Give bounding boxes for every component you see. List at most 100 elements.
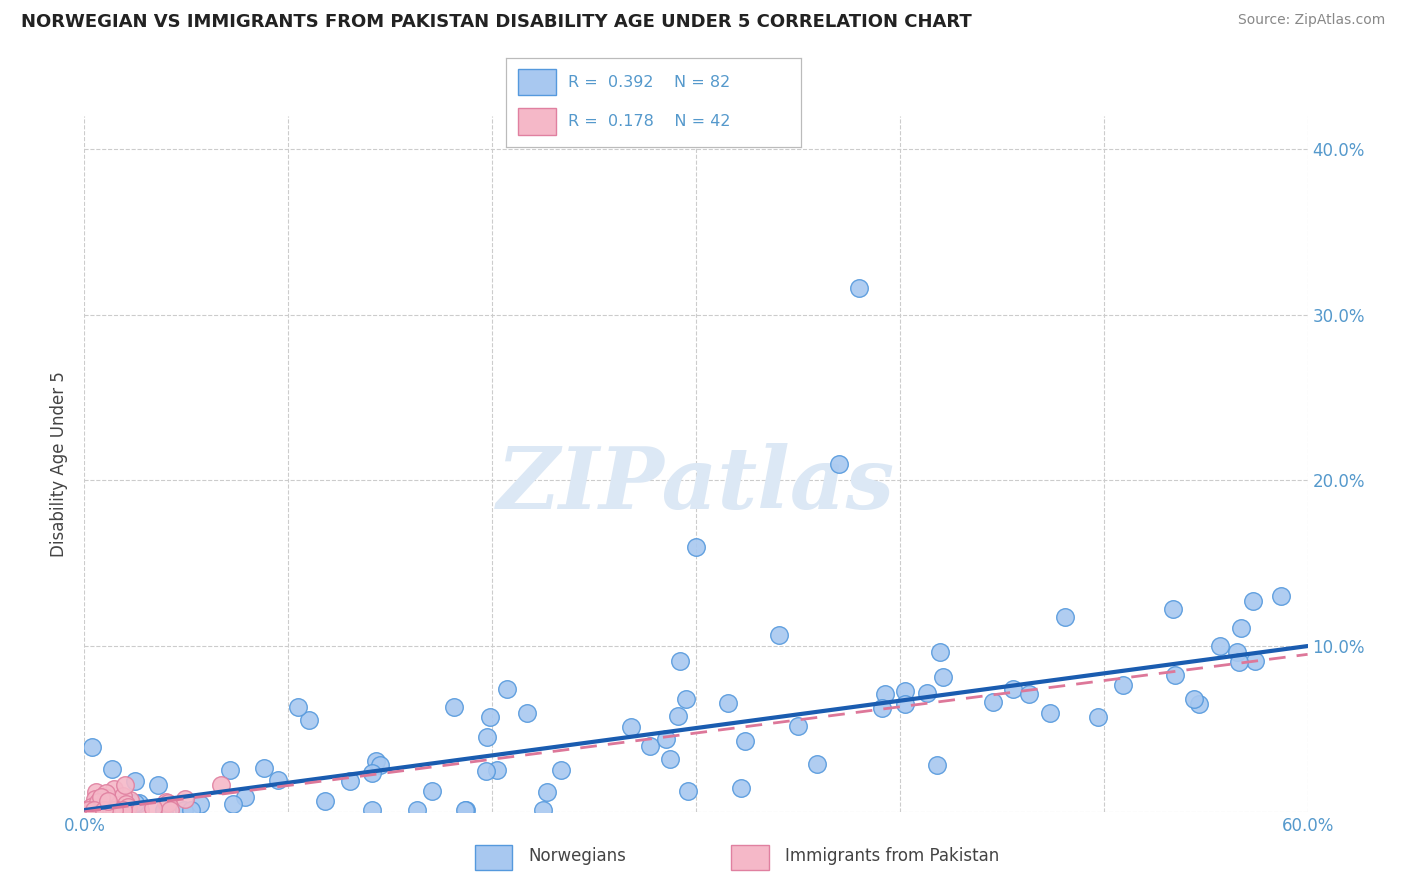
Point — [155, 796, 177, 810]
Point — [1208, 639, 1230, 653]
FancyBboxPatch shape — [517, 69, 557, 95]
Point — [79, 800, 101, 814]
Point — [117, 799, 139, 814]
Text: ZIPatlas: ZIPatlas — [496, 443, 896, 526]
Point — [209, 778, 232, 792]
Point — [159, 803, 181, 817]
Point — [128, 796, 150, 810]
Point — [124, 774, 146, 789]
Point — [1111, 678, 1133, 692]
Point — [658, 752, 681, 766]
Point — [180, 803, 202, 817]
Point — [454, 803, 477, 817]
Point — [253, 761, 276, 775]
Point — [94, 803, 117, 817]
FancyBboxPatch shape — [475, 846, 512, 870]
Point — [222, 797, 245, 812]
Point — [124, 797, 146, 811]
FancyBboxPatch shape — [517, 108, 557, 135]
Text: Immigrants from Pakistan: Immigrants from Pakistan — [785, 847, 998, 865]
Point — [893, 684, 915, 698]
Point — [1018, 687, 1040, 701]
Point — [669, 653, 692, 667]
Point — [153, 803, 176, 817]
Point — [360, 766, 382, 780]
Point — [1244, 654, 1267, 668]
Point — [443, 700, 465, 714]
Point — [640, 739, 662, 754]
Point — [86, 800, 108, 814]
Point — [1001, 682, 1024, 697]
Point — [676, 784, 699, 798]
Point — [86, 784, 108, 798]
Point — [80, 803, 103, 817]
Point — [931, 670, 953, 684]
Point — [685, 540, 707, 554]
Point — [496, 681, 519, 696]
Text: NORWEGIAN VS IMMIGRANTS FROM PAKISTAN DISABILITY AGE UNDER 5 CORRELATION CHART: NORWEGIAN VS IMMIGRANTS FROM PAKISTAN DI… — [21, 13, 972, 31]
Point — [142, 800, 165, 814]
Point — [93, 803, 115, 817]
Point — [82, 803, 104, 817]
Point — [928, 645, 950, 659]
Point — [114, 778, 136, 792]
Point — [406, 803, 429, 817]
Point — [87, 795, 110, 809]
Point — [314, 794, 336, 808]
Point — [655, 731, 678, 746]
Point — [103, 803, 125, 817]
Point — [174, 792, 197, 806]
Y-axis label: Disability Age Under 5: Disability Age Under 5 — [51, 371, 69, 557]
Point — [768, 628, 790, 642]
Point — [82, 740, 104, 755]
Point — [339, 773, 361, 788]
Point — [94, 786, 117, 800]
Point — [77, 803, 100, 817]
Point — [1187, 697, 1209, 711]
Point — [787, 718, 810, 732]
Point — [96, 791, 118, 805]
Point — [730, 780, 752, 795]
Point — [848, 281, 870, 295]
Point — [1053, 609, 1076, 624]
Point — [366, 754, 388, 768]
Point — [188, 797, 211, 811]
Point — [717, 696, 740, 710]
Point — [360, 803, 382, 817]
Point — [531, 803, 554, 817]
Point — [1184, 692, 1206, 706]
Point — [620, 720, 643, 734]
Point — [105, 803, 128, 817]
Text: R =  0.392    N = 82: R = 0.392 N = 82 — [568, 75, 730, 89]
Point — [806, 757, 828, 772]
Point — [485, 763, 508, 777]
Point — [666, 709, 689, 723]
Point — [86, 803, 108, 817]
Point — [100, 803, 122, 817]
Point — [75, 803, 97, 817]
Point — [1163, 602, 1185, 616]
Point — [550, 764, 572, 778]
Point — [83, 803, 105, 817]
Point — [83, 803, 105, 817]
Point — [118, 796, 141, 810]
Point — [1241, 594, 1264, 608]
Point — [1164, 668, 1187, 682]
Point — [103, 803, 125, 817]
Point — [981, 695, 1004, 709]
Point — [118, 793, 141, 807]
Point — [474, 764, 496, 779]
Point — [218, 764, 240, 778]
Point — [84, 792, 107, 806]
Point — [1229, 621, 1251, 635]
Point — [1039, 706, 1062, 720]
Point — [111, 789, 134, 804]
Point — [156, 796, 179, 810]
Point — [93, 803, 115, 817]
Point — [112, 803, 135, 817]
Point — [477, 730, 499, 744]
Point — [915, 686, 938, 700]
Point — [873, 687, 896, 701]
Point — [90, 803, 112, 817]
Point — [97, 794, 120, 808]
